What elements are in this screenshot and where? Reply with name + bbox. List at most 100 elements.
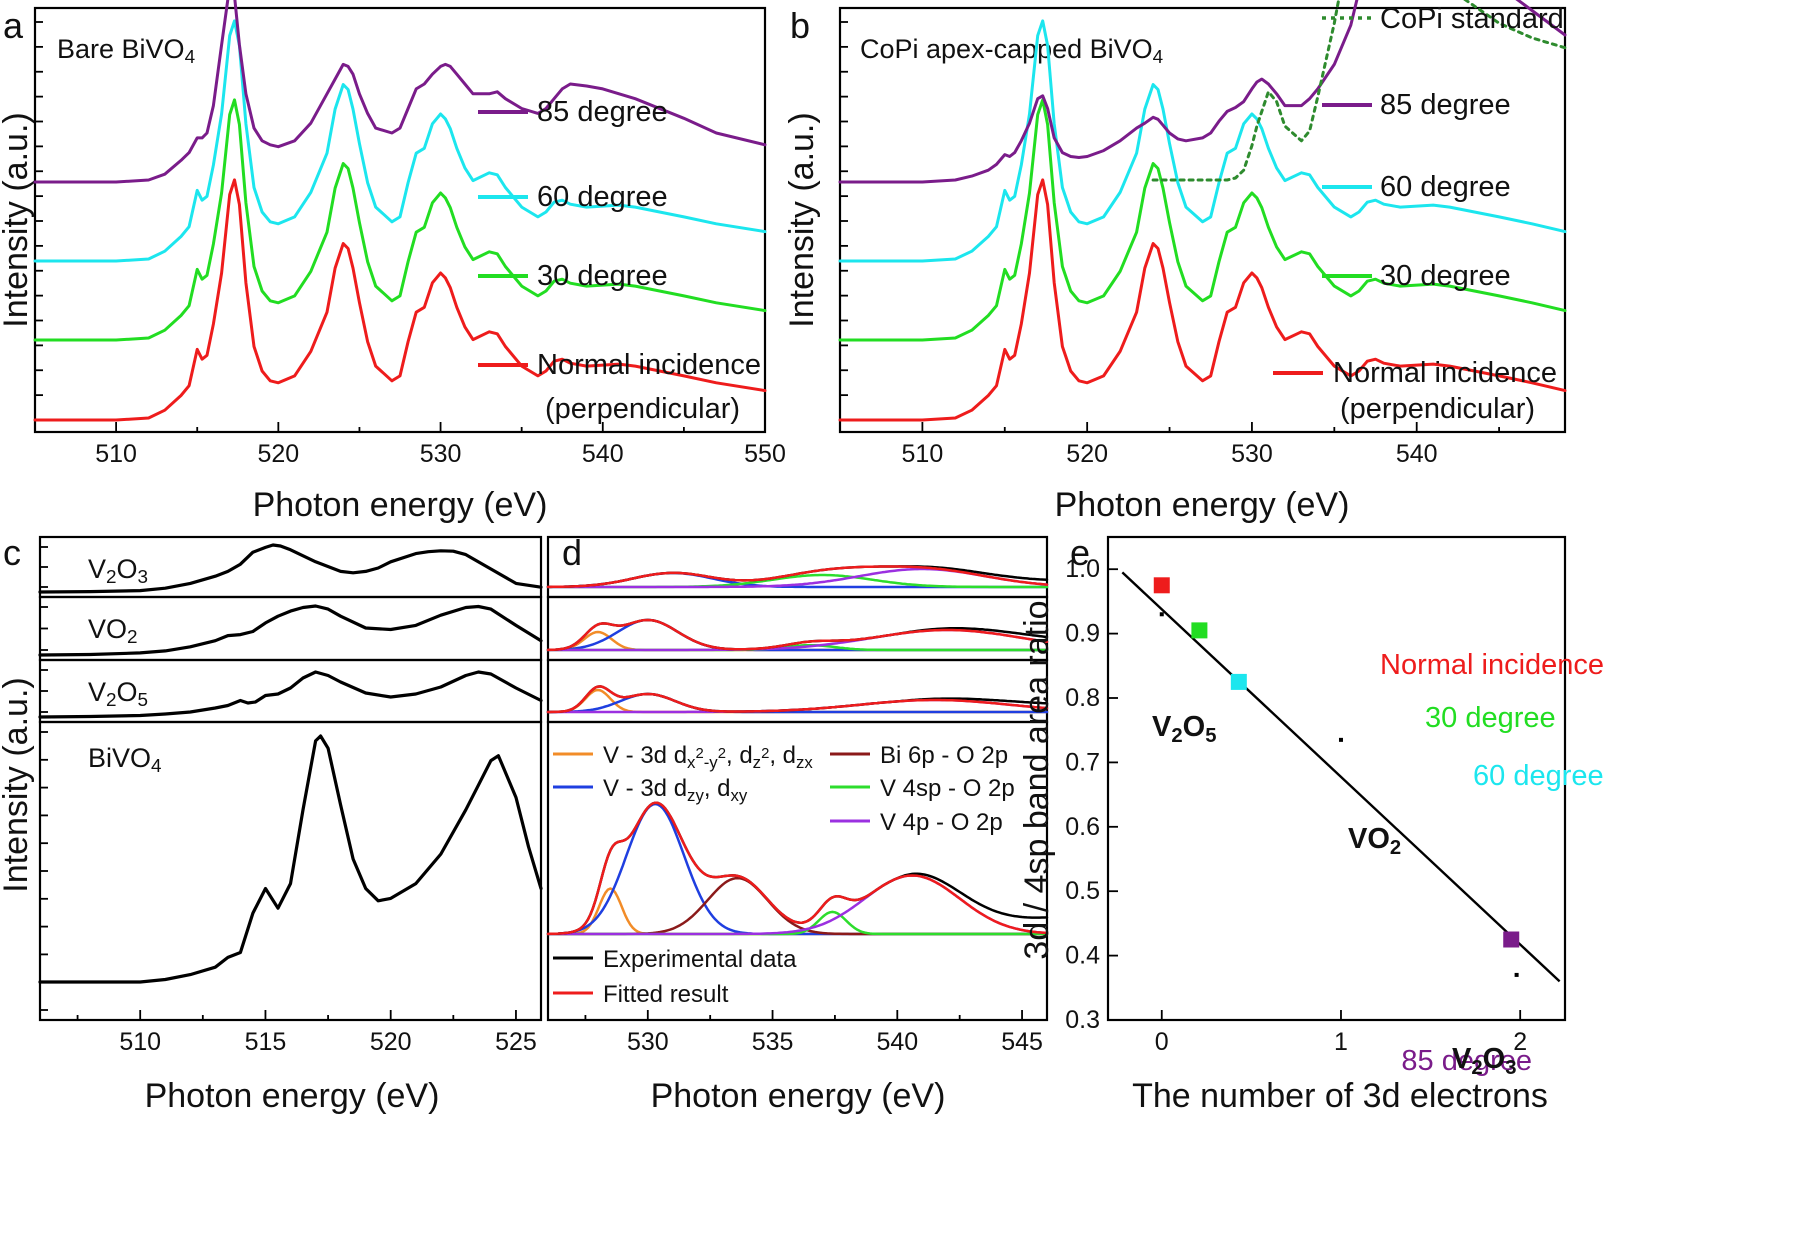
panel-e-ylabel: 3d / 4sp band area ratio	[1018, 600, 1056, 959]
panel-d-xtick-label: 545	[1001, 1028, 1043, 1056]
panel-e-ytick-label: 1.0	[1065, 555, 1100, 583]
panel-a-series-60-degree	[33, 19, 767, 263]
panel-d-legend-label: Experimental data	[603, 946, 797, 973]
panel-e-xlabel: The number of 3d electrons	[1132, 1077, 1548, 1115]
panel-c-series-vo2	[38, 604, 543, 657]
panel-b-legend-label: CoPi standard	[1380, 3, 1564, 35]
panel-c-sample-label: V2O3	[88, 554, 148, 588]
panel-a-xtick-label: 540	[582, 440, 624, 468]
panel-b-xlabel: Photon energy (eV)	[1055, 486, 1350, 524]
panel-a-xtick-label: 550	[744, 440, 786, 468]
panel-d-legend-label: V - 3d dx2-y2, dz2, dzx	[603, 742, 813, 772]
panel-c-xtick-label: 510	[119, 1028, 161, 1056]
panel-a-xtick-label: 520	[257, 440, 299, 468]
panel-b-series-30-degree	[838, 98, 1567, 342]
panel-d-fit-bivo4	[546, 801, 1049, 936]
panel-b-series-normal-incidence-perpendicular-	[838, 178, 1567, 422]
panel-b-legend-label: 60 degree	[1380, 171, 1511, 203]
panel-d-legend-label: V 4sp - O 2p	[880, 775, 1015, 802]
panel-b-ylabel: Intensity (a.u.)	[783, 112, 821, 327]
panel-e-fit-line	[1121, 571, 1561, 983]
panel-c-xlabel: Photon energy (eV)	[145, 1077, 440, 1115]
panel-a-letter: a	[3, 5, 24, 46]
panel-c-sample-label: BiVO4	[88, 743, 162, 777]
panel-d-xtick-label: 530	[627, 1028, 669, 1056]
panel-e-ytick-label: 0.4	[1065, 942, 1100, 970]
panel-b-letter: b	[790, 5, 810, 46]
panel-c-series-bivo4	[38, 734, 543, 984]
panel-a-series-normal-incidence-perpendicular-	[33, 178, 767, 422]
panel-e-xtick-label: 1	[1334, 1028, 1348, 1056]
panel-b-xtick-label: 520	[1066, 440, 1108, 468]
panel-d-legend-label: Fitted result	[603, 981, 729, 1008]
panel-e-point	[1230, 673, 1247, 690]
panel-b-title: CoPi apex-capped BiVO4	[860, 34, 1163, 68]
panel-a-xtick-label: 530	[420, 440, 462, 468]
panel-d-fit-vo2	[546, 618, 1049, 652]
panel-b-series-85-degree	[838, 0, 1567, 184]
panel-a-legend-label: 30 degree	[537, 260, 668, 292]
panel-a-frame	[33, 6, 767, 434]
panel-b-series-60-degree	[838, 19, 1567, 263]
panel-e-reference-point	[1514, 972, 1519, 977]
panel-c-xtick-label: 515	[245, 1028, 287, 1056]
panel-e-point-label: 30 degree	[1425, 702, 1556, 734]
panel-c-xtick-label: 520	[370, 1028, 412, 1056]
panel-d-legend-label: V - 3d dzy, dxy	[603, 775, 748, 805]
panel-e-ytick-label: 0.9	[1065, 620, 1100, 648]
panel-b-legend-label: Normal incidence	[1333, 357, 1557, 389]
panel-d-xlabel: Photon energy (eV)	[651, 1077, 946, 1115]
panel-e-point-label: 85 degree	[1401, 1045, 1532, 1077]
panel-a-series-85-degree	[33, 0, 767, 184]
panel-e-ytick-label: 0.8	[1065, 684, 1100, 712]
panel-c-xtick-label: 525	[495, 1028, 537, 1056]
panel-d-legend-label: V 4p - O 2p	[880, 809, 1003, 836]
panel-b-xtick-label: 510	[902, 440, 944, 468]
panel-e-reference-label: VO2	[1348, 823, 1401, 859]
panel-a-legend-label: (perpendicular)	[545, 393, 740, 425]
panel-e-reference-label: V2O5	[1152, 711, 1216, 747]
panel-a-xlabel: Photon energy (eV)	[253, 486, 548, 524]
panel-e-reference-point	[1338, 737, 1343, 742]
panel-d-xtick-label: 540	[876, 1028, 918, 1056]
panel-e-frame	[1106, 535, 1567, 1022]
panel-e-xtick-label: 2	[1513, 1028, 1527, 1056]
panel-e-point-label: Normal incidence	[1380, 649, 1604, 681]
panel-c-ylabel: Intensity (a.u.)	[0, 677, 35, 892]
panel-b-frame	[838, 6, 1567, 434]
panel-b-legend-label: 85 degree	[1380, 89, 1511, 121]
panel-e-letter: e	[1070, 532, 1090, 573]
panel-e-point	[1191, 622, 1208, 639]
panel-c-letter: c	[3, 532, 21, 573]
panel-d-legend-label: Bi 6p - O 2p	[880, 742, 1008, 769]
panel-c-sample-label: VO2	[88, 614, 138, 648]
panel-a-legend-label: 85 degree	[537, 96, 668, 128]
panel-b-legend-label: 30 degree	[1380, 260, 1511, 292]
panel-d-subplot-frame	[546, 720, 1049, 1022]
panel-d-fit-v2o3	[546, 565, 1049, 589]
panel-b-xtick-label: 540	[1396, 440, 1438, 468]
panel-a-legend-label: 60 degree	[537, 181, 668, 213]
panel-b-legend-label: (perpendicular)	[1340, 393, 1535, 425]
panel-e-ytick-label: 0.3	[1065, 1006, 1100, 1034]
panel-e-point-label: 60 degree	[1473, 760, 1604, 792]
panel-a-legend-label: Normal incidence	[537, 349, 761, 381]
panel-d-xtick-label: 535	[752, 1028, 794, 1056]
panel-e-ytick-label: 0.7	[1065, 748, 1100, 776]
panel-d-letter: d	[562, 532, 582, 573]
panel-a-ylabel: Intensity (a.u.)	[0, 112, 35, 327]
panel-a-series-30-degree	[33, 98, 767, 342]
panel-c-sample-label: V2O5	[88, 677, 148, 711]
panel-a-title: Bare BiVO4	[57, 34, 195, 68]
panel-e-reference-label: V2O3	[1452, 1043, 1516, 1079]
panel-e-point	[1153, 577, 1170, 594]
panel-e-reference-point	[1159, 612, 1164, 617]
panel-e-ytick-label: 0.6	[1065, 813, 1100, 841]
panel-e-point	[1503, 931, 1520, 948]
panel-b-xtick-label: 530	[1231, 440, 1273, 468]
panel-b-series-copi-standard	[1151, 0, 1567, 182]
panel-a-xtick-label: 510	[95, 440, 137, 468]
panel-c-series-v2o3	[38, 543, 543, 594]
panel-e-ytick-label: 0.5	[1065, 877, 1100, 905]
